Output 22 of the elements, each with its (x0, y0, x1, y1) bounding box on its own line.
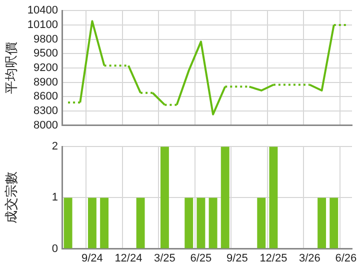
y-tick-label: 10100 (27, 18, 58, 31)
y-tick-label: 9800 (34, 33, 58, 46)
y-axis-title: 成交宗數 (3, 172, 18, 224)
x-tick-label: 9/25 (226, 252, 248, 264)
y-tick-label: 8600 (34, 90, 58, 103)
y-tick-label: 9200 (34, 62, 58, 74)
x-tick-label: 12/24 (114, 252, 142, 264)
y-tick-label: 10400 (27, 4, 58, 17)
y-tick-label: 8900 (34, 76, 58, 88)
y-axis-title: 平均呎價 (3, 42, 18, 94)
y-tick-label: 8300 (34, 105, 58, 118)
x-tick-label: 12/25 (260, 252, 288, 264)
x-tick-label: 9/24 (81, 252, 103, 264)
y-tick-label: 8000 (34, 119, 58, 132)
x-tick-label: 3/25 (154, 252, 176, 264)
y-tick-label: 9500 (34, 48, 58, 60)
x-tick-label: 6/25 (190, 252, 212, 264)
y-tick-label: 1 (52, 192, 58, 204)
y-tick-label: 2 (52, 140, 58, 153)
y-tick-label: 0 (52, 242, 58, 255)
x-tick-label: 3/26 (298, 252, 320, 264)
x-tick-label: 6/26 (335, 252, 357, 264)
